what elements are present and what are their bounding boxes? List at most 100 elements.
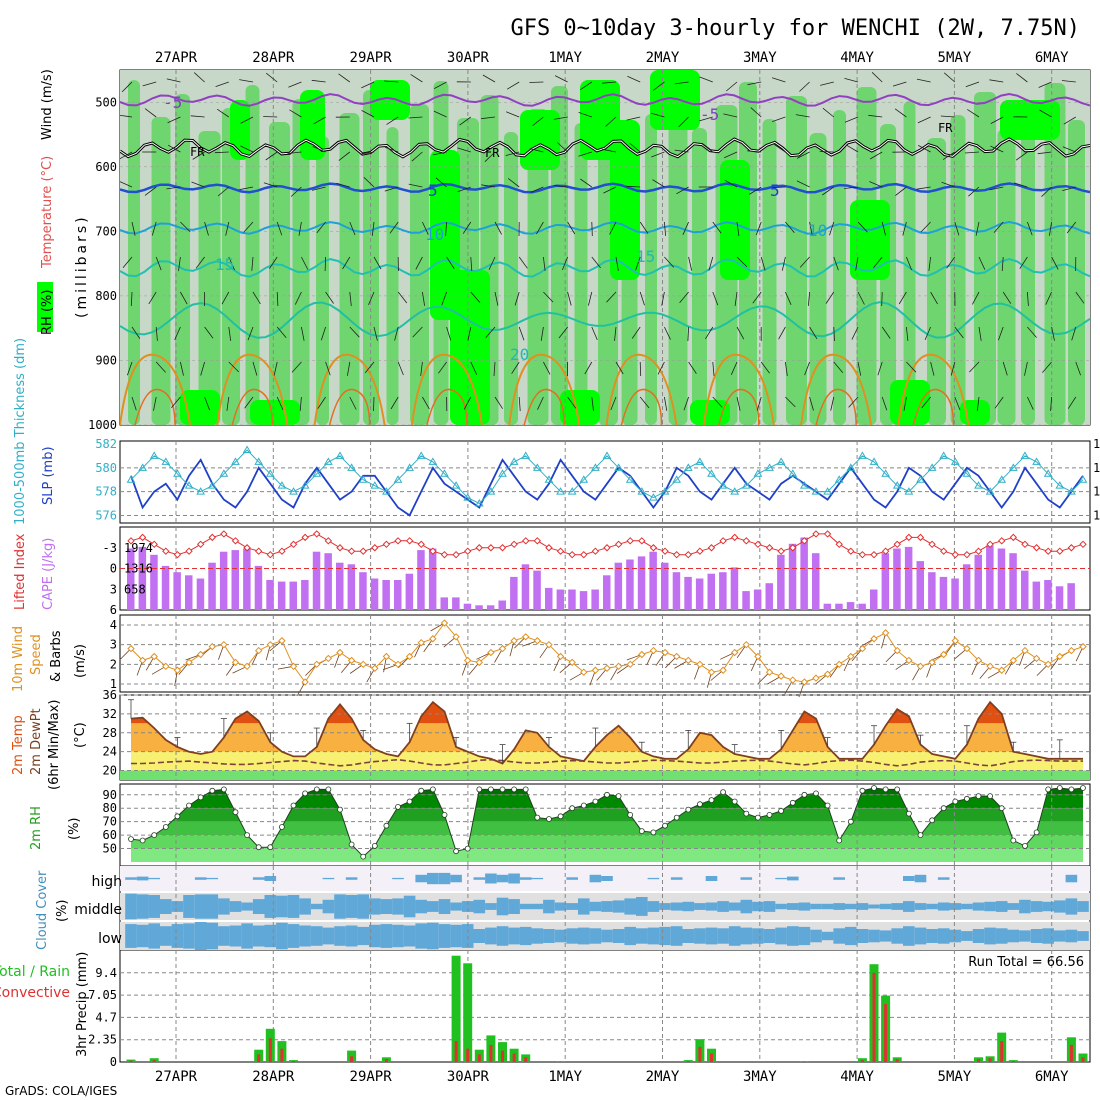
thickness-point-38 (567, 487, 577, 495)
cloud-low-bar-19 (345, 925, 358, 947)
upper-wind-barb-100 (602, 148, 617, 153)
wind10-point-7 (208, 642, 216, 651)
cloud-low-bar-73 (972, 929, 985, 943)
rh-point-6 (197, 794, 204, 801)
upper-wind-barb-170 (371, 221, 375, 236)
thickness-point-44 (637, 487, 647, 495)
precip-tick-0: 0 (110, 1055, 117, 1069)
lifted-index-point-51 (719, 537, 727, 545)
10m-wind-panel (119, 615, 1090, 698)
upper-wind-barb-60 (605, 116, 617, 127)
upper-wind-barb-120 (120, 181, 133, 188)
upper-wind-barb-307 (778, 326, 786, 340)
upper-wind-barb-256 (514, 291, 520, 306)
upper-wind-barb-201 (155, 256, 162, 271)
upper-wind-barb-44 (216, 108, 230, 118)
upper-wind-barb-242 (180, 291, 188, 305)
cloud-middle-bar-8 (218, 898, 230, 915)
wind10-point-37 (556, 652, 565, 661)
cloud-low-bar-35 (531, 928, 544, 944)
cloud-high-bar-53 (740, 877, 753, 880)
wind10-point-81 (1067, 646, 1076, 655)
p8-total-label: Total / Rain (0, 964, 70, 980)
lifted-index-point-50 (707, 544, 716, 552)
thickness-point-7 (207, 481, 217, 489)
precip-tick-9.4: 9.4 (95, 966, 117, 980)
lifted-index-point-14 (289, 540, 298, 548)
boundary-arc-inner-8 (912, 388, 955, 425)
upper-wind-barb-12 (410, 74, 423, 83)
precip-panel (120, 950, 1090, 1062)
thickness-point-43 (625, 475, 635, 483)
rh-point-47 (673, 814, 680, 821)
cloud-middle-bar-18 (334, 894, 346, 919)
cloud-low-bar-36 (543, 929, 555, 943)
wind10-point-62 (847, 652, 855, 661)
upper-wind-barb-115 (964, 151, 980, 154)
cloud-middle-bar-42 (612, 900, 625, 913)
upper-wind-barb-27 (771, 77, 786, 83)
lifted-index-point-25 (417, 540, 425, 548)
upper-wind-barb-122 (166, 186, 181, 190)
upper-wind-barb-398 (1050, 396, 1052, 412)
lifted-index-point-24 (405, 537, 414, 545)
upper-wind-barb-247 (294, 291, 302, 305)
rh-point-9 (232, 809, 239, 816)
upper-wind-barb-76 (990, 116, 1004, 124)
upper-air-contour-labels: -5 -5 FR FR FR 5 5 10 10 15 15 20 (163, 93, 953, 364)
wind10-point-2 (150, 652, 158, 661)
cloud-low-bar-75 (995, 928, 1008, 944)
rh-high-area-9 (720, 160, 750, 280)
upper-wind-barb-218 (562, 256, 568, 271)
upper-wind-barb-277 (1027, 291, 1029, 307)
rh-point-53 (743, 810, 750, 817)
lifted-index-point-13 (278, 547, 286, 555)
rh2m-tick-70: 70 (103, 815, 117, 829)
p3-lifted-index-label: Lifted Index (13, 533, 28, 610)
upper-wind-barb-320 (127, 361, 133, 376)
upper-wind-barb-129 (336, 183, 350, 188)
upper-wind-barb-133 (435, 177, 447, 188)
wind10-barb-34 (514, 636, 527, 649)
rh-point-50 (708, 797, 715, 803)
cloud-low-bar-40 (589, 928, 602, 944)
cloud-low-bar-68 (914, 927, 927, 945)
upper-wind-barb-113 (918, 145, 931, 153)
upper-wind-barb-123 (191, 181, 205, 188)
cloud-low-bar-49 (694, 928, 706, 944)
upper-wind-barb-124 (217, 186, 230, 197)
upper-wind-barb-31 (871, 72, 883, 83)
upper-wind-barb-174 (462, 221, 472, 234)
wind10-point-47 (672, 652, 681, 661)
upper-wind-barb-25 (726, 81, 738, 92)
thickness-point-46 (660, 487, 670, 495)
cape-bar-70 (939, 576, 948, 610)
upper-wind-barb-109 (819, 151, 834, 153)
cape-bar-18 (336, 562, 344, 610)
lifted-index-point-59 (812, 530, 820, 538)
cape-bar-25 (417, 550, 425, 610)
upper-wind-barb-384 (712, 396, 723, 408)
upper-wind-barb-251 (397, 291, 408, 304)
cape-bar-36 (545, 587, 553, 610)
wind10-point-63 (858, 644, 867, 653)
cloud-low-bar-3 (160, 926, 172, 946)
rh-point-80 (1056, 785, 1063, 791)
cape-bar-63 (858, 603, 866, 610)
upper-wind-barb-183 (682, 221, 689, 235)
cloud-middle-bar-47 (670, 902, 683, 911)
wind10-point-24 (405, 652, 414, 661)
upper-wind-barb-186 (755, 221, 762, 236)
cloud-low-bar-33 (508, 927, 520, 945)
upper-wind-barb-142 (652, 179, 665, 188)
temp-band-base (120, 770, 1090, 780)
slp-tick-1014: 1014 (1093, 437, 1100, 451)
wind10-point-34 (522, 633, 530, 641)
cloud-middle-bar-58 (798, 902, 811, 911)
wind10-point-70 (939, 650, 948, 659)
lifted-index-point-64 (870, 550, 878, 559)
upper-wind-barb-59 (578, 112, 592, 118)
rh-point-31 (487, 786, 494, 793)
upper-wind-barb-74 (940, 115, 955, 118)
upper-wind-barb-265 (734, 291, 738, 306)
